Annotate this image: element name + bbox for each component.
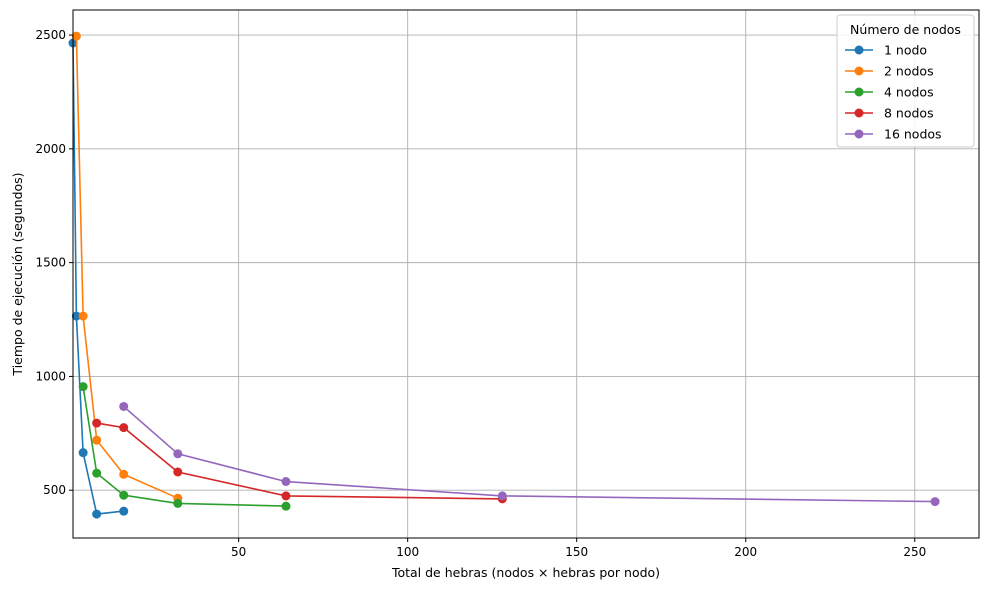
data-point [119,401,129,411]
data-point [119,506,129,516]
series-2 [71,31,183,503]
legend-marker [854,45,864,55]
data-point [281,477,291,487]
legend-label: 1 nodo [884,43,927,58]
data-point [92,509,102,519]
data-point [92,435,102,445]
data-point [930,497,940,507]
legend-marker [854,87,864,97]
legend-box [836,14,975,148]
data-point [281,501,291,511]
legend: Número de nodos 1 nodo 2 nodos 4 nodos 8 no… [836,14,975,148]
data-point [92,418,102,428]
legend-label: 2 nodos [884,64,934,79]
legend-label: 16 nodos [884,127,942,142]
legend-item: 2 nodos [845,64,934,79]
data-point [173,498,183,508]
series-3 [78,382,291,511]
grid [73,10,979,538]
legend-item: 4 nodos [845,85,934,100]
data-point [78,382,88,392]
data-point [281,491,291,501]
legend-marker [854,66,864,76]
series-layer [68,31,940,519]
y-axis-label: Tiempo de ejecución (segundos) [10,172,25,376]
data-point [497,491,507,501]
legend-item: 16 nodos [845,127,942,142]
legend-item: 8 nodos [845,106,934,121]
series-line [96,422,503,500]
series-5 [119,401,940,507]
data-point [78,448,88,458]
x-tick-label: 150 [565,545,588,559]
legend-marker [854,129,864,139]
data-point [71,311,81,321]
tick-layer: 50 100 150 200 250 500 1000 1500 2000 2500 [35,28,926,559]
x-tick-label: 200 [734,545,757,559]
data-point [173,467,183,477]
data-point [71,31,81,41]
legend-title: Número de nodos [850,22,961,37]
legend-item: 1 nodo [845,43,927,58]
legend-label: 8 nodos [884,106,934,121]
legend-label: 4 nodos [884,85,934,100]
data-point [92,468,102,478]
y-tick-label: 2000 [35,142,66,156]
data-point [119,423,129,433]
y-tick-label: 500 [43,483,66,497]
data-point [173,449,183,459]
data-point [78,311,88,321]
y-tick-label: 1500 [35,256,66,270]
legend-items: 1 nodo 2 nodos 4 nodos 8 nodos 16 nodos [845,43,942,142]
data-point [119,469,129,479]
y-tick-label: 2500 [35,28,66,42]
series-line [82,386,287,507]
series-4 [92,418,507,504]
x-tick-label: 50 [231,545,246,559]
x-axis-label: Total de hebras (nodos × hebras por nodo… [391,565,660,580]
legend-marker [854,108,864,118]
x-tick-label: 250 [903,545,926,559]
plot-frame [72,9,980,539]
data-point [119,490,129,500]
x-tick-label: 100 [396,545,419,559]
y-tick-label: 1000 [35,369,66,383]
